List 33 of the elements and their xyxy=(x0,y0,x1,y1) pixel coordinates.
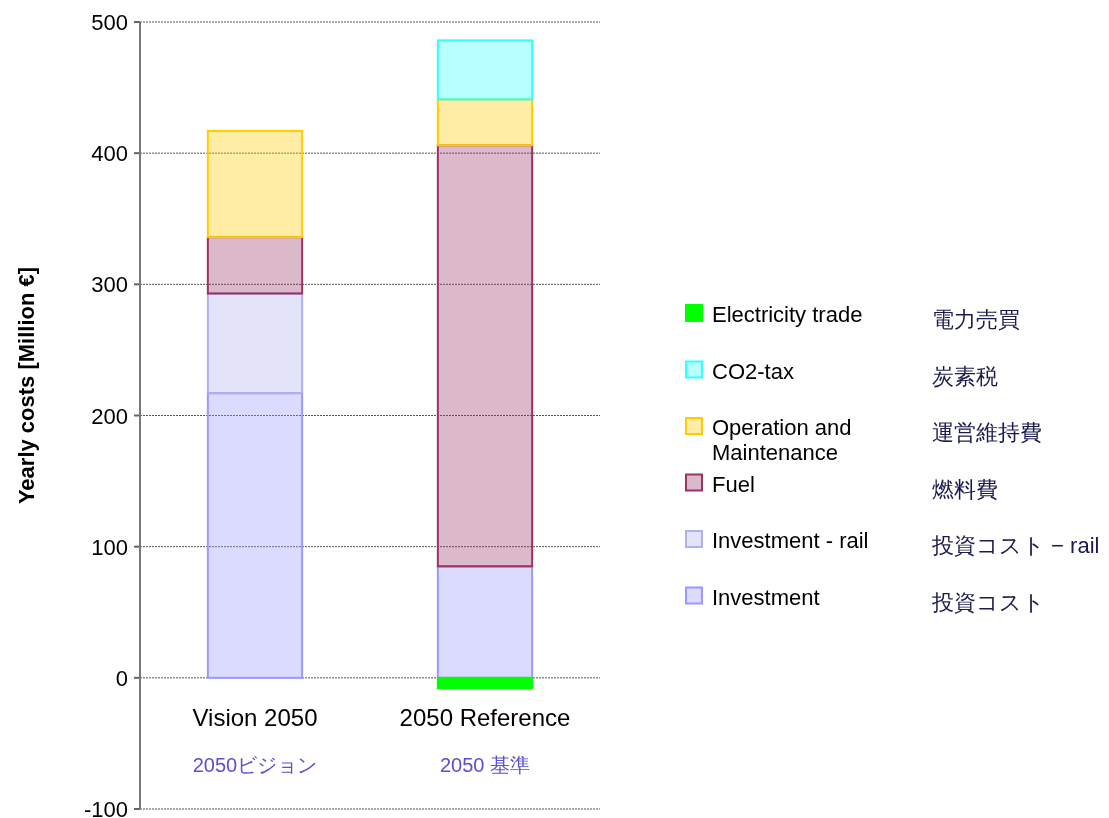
legend-label: Operation and Maintenance xyxy=(712,415,852,465)
legend-label: CO2-tax xyxy=(712,358,794,384)
text: 電力売買 xyxy=(932,307,1020,332)
text: 投資コスト xyxy=(931,589,1045,615)
y-tick-label: 400 xyxy=(91,141,128,167)
bar xyxy=(436,676,534,690)
bar xyxy=(436,39,534,101)
y-tick-label: 500 xyxy=(91,10,128,35)
y-tick-label: 200 xyxy=(91,403,128,429)
text: 運営維持費 xyxy=(932,420,1042,445)
bar xyxy=(206,129,304,239)
bar xyxy=(206,392,304,679)
text: 投資コスト − rail xyxy=(931,533,1100,558)
bar xyxy=(436,144,534,568)
annotation: 2050ビジョン xyxy=(192,754,318,776)
annotation: 2050 基準 xyxy=(439,754,531,776)
y-tick-label: 0 xyxy=(115,665,128,691)
bar xyxy=(436,98,534,147)
text: 炭素税 xyxy=(932,363,998,389)
y-tick-label: 100 xyxy=(91,534,128,560)
bar xyxy=(206,292,304,395)
text: 燃料費 xyxy=(932,476,998,502)
bar xyxy=(206,236,304,295)
x-tick-label: 2050 Reference xyxy=(399,704,571,731)
legend-label: Fuel xyxy=(712,471,755,497)
bar xyxy=(436,565,534,679)
legend-label: Electricity trade xyxy=(712,302,863,327)
y-tick-label: 300 xyxy=(91,272,128,298)
y-tick-label: -100 xyxy=(83,797,128,818)
legend-label: Investment xyxy=(712,584,820,610)
x-tick-label: Vision 2050 xyxy=(192,704,318,731)
y-axis-title: Yearly costs [Million €] xyxy=(14,266,39,505)
legend-label: Investment - rail xyxy=(712,528,869,553)
